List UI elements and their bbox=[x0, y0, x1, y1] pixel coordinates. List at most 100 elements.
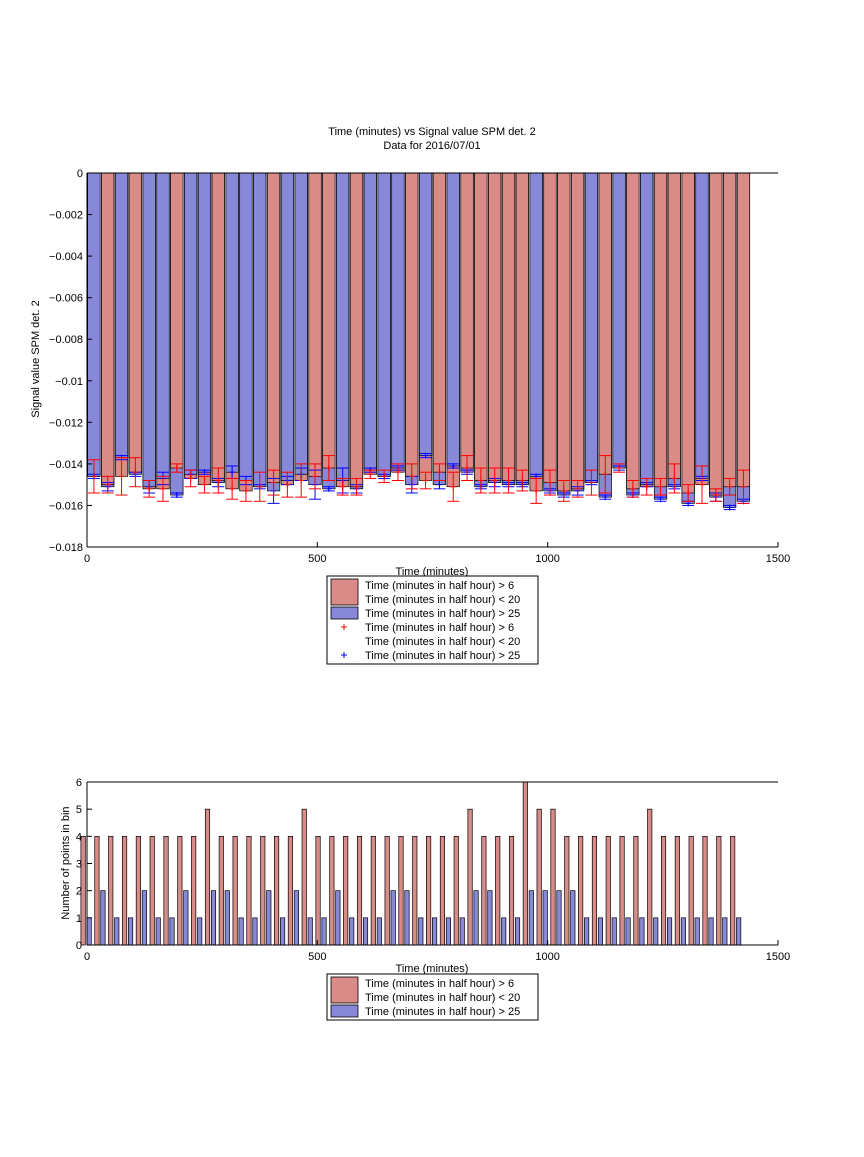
top-errorbar-red bbox=[516, 469, 529, 492]
top-bar-red bbox=[432, 172, 447, 473]
bottom-bar-blue bbox=[238, 917, 244, 946]
top-errorbar-blue bbox=[723, 504, 736, 511]
top-chart-subtitle: Data for 2016/07/01 bbox=[383, 140, 480, 152]
bottom-bar-blue bbox=[528, 890, 534, 946]
top-errorbar-red bbox=[198, 475, 211, 494]
bottom-bar-red bbox=[633, 835, 639, 946]
top-errorbar-red bbox=[101, 475, 114, 494]
top-errorbar-red bbox=[668, 463, 681, 494]
top-bar-red bbox=[598, 172, 612, 475]
top-legend-swatch bbox=[330, 578, 359, 606]
top-bar-blue bbox=[336, 172, 350, 481]
top-errorbar-red bbox=[737, 469, 750, 504]
top-bar-red bbox=[488, 172, 502, 481]
top-errorbar-red bbox=[322, 455, 335, 482]
bottom-y-tick-label: 0 bbox=[76, 940, 82, 952]
top-errorbar-red bbox=[557, 480, 570, 502]
top-x-tick-label: 1500 bbox=[766, 553, 790, 565]
top-legend-swatch bbox=[330, 606, 359, 620]
top-errorbar-red bbox=[640, 477, 653, 496]
top-bar-red bbox=[653, 172, 668, 488]
top-errorbar-red bbox=[157, 475, 170, 502]
top-y-tick-label: −0.008 bbox=[49, 334, 83, 346]
bottom-bar-red bbox=[384, 835, 390, 946]
top-bar-blue bbox=[446, 172, 460, 467]
top-bar-red bbox=[349, 172, 364, 488]
bottom-bar-blue bbox=[445, 917, 451, 946]
top-legend-label: Time (minutes in half hour) > 25 bbox=[365, 608, 520, 620]
top-errorbar-red bbox=[143, 480, 156, 498]
bottom-legend-label: Time (minutes in half hour) > 6 bbox=[365, 978, 514, 990]
bottom-bar-red bbox=[177, 835, 183, 946]
top-bar-blue bbox=[114, 172, 129, 459]
bottom-bar-blue bbox=[473, 890, 479, 946]
top-errorbar-red bbox=[585, 469, 598, 496]
top-errorbar-red bbox=[599, 455, 612, 494]
top-errorbar-red bbox=[530, 477, 543, 504]
top-bar-red bbox=[667, 172, 681, 479]
bottom-y-tick-label: 4 bbox=[76, 831, 82, 843]
bottom-bar-red bbox=[439, 835, 445, 946]
bottom-bar-red bbox=[716, 835, 722, 946]
bottom-bar-blue bbox=[556, 890, 562, 946]
bottom-bar-red bbox=[343, 835, 349, 946]
top-errorbar-blue bbox=[447, 462, 460, 469]
bottom-bar-red bbox=[370, 835, 376, 946]
top-bar-red bbox=[626, 172, 640, 490]
top-bar-blue bbox=[695, 172, 709, 479]
top-errorbar-red bbox=[350, 477, 363, 496]
top-errorbar-red bbox=[502, 467, 515, 494]
bottom-bar-blue bbox=[404, 890, 410, 946]
bottom-legend-label: Time (minutes in half hour) < 20 bbox=[365, 992, 520, 1004]
top-errorbar-red bbox=[613, 463, 626, 473]
top-errorbar-red bbox=[695, 465, 708, 504]
top-errorbar-red bbox=[253, 471, 266, 502]
bottom-x-tick-label: 1000 bbox=[535, 951, 559, 963]
top-y-tick-label: −0.018 bbox=[49, 542, 83, 554]
bottom-bar-red bbox=[467, 808, 473, 946]
top-errorbar-red bbox=[626, 480, 639, 498]
bottom-bar-red bbox=[619, 835, 625, 946]
bottom-bar-red bbox=[647, 808, 653, 946]
bottom-bar-blue bbox=[128, 917, 134, 946]
bottom-bar-red bbox=[481, 835, 487, 946]
bottom-bar-red bbox=[660, 835, 667, 946]
bottom-chart: 0 1 2 3 4 5 6 0 500 1000 1500 Time (minutes in half… bbox=[76, 777, 790, 1021]
top-legend-label: Time (minutes in half hour) < 20 bbox=[365, 594, 520, 606]
bottom-bar-blue bbox=[625, 917, 631, 946]
bottom-bar-blue bbox=[155, 917, 161, 946]
top-bar-blue bbox=[377, 172, 391, 477]
top-bar-blue bbox=[529, 172, 543, 477]
top-bar-red bbox=[681, 172, 695, 494]
top-errorbar-blue bbox=[170, 492, 183, 499]
top-errorbar-red bbox=[87, 459, 100, 494]
bottom-bar-blue bbox=[653, 917, 659, 946]
top-errorbar-red bbox=[267, 469, 280, 496]
bottom-bar-red bbox=[412, 835, 418, 946]
top-errorbar-red bbox=[654, 477, 667, 496]
bottom-bar-red bbox=[688, 835, 694, 946]
top-bar-red bbox=[557, 172, 571, 492]
top-bar-red bbox=[101, 172, 115, 486]
top-errorbar-red bbox=[488, 467, 501, 494]
top-bar-blue bbox=[156, 172, 170, 479]
bottom-bar-blue bbox=[694, 917, 700, 946]
top-errorbar-red bbox=[419, 471, 432, 490]
top-legend-label: Time (minutes in half hour) > 25 bbox=[365, 650, 520, 662]
top-x-tick-label: 500 bbox=[308, 553, 326, 565]
bottom-bar-red bbox=[578, 835, 584, 946]
bottom-bar-red bbox=[80, 835, 86, 946]
top-errorbar-red bbox=[447, 471, 460, 502]
top-errorbar-red bbox=[391, 463, 404, 482]
top-errorbar-red bbox=[364, 469, 377, 479]
top-errorbar-red bbox=[212, 467, 225, 494]
top-errorbar-red bbox=[571, 480, 584, 498]
bottom-y-tick-label: 1 bbox=[76, 913, 82, 925]
top-errorbar-red bbox=[239, 480, 252, 502]
bottom-bar-red bbox=[702, 835, 708, 946]
top-x-tick-label: 0 bbox=[84, 553, 90, 565]
top-bar-blue bbox=[280, 172, 294, 481]
top-errorbar-red bbox=[709, 488, 722, 502]
top-legend-label: Time (minutes in half hour) < 20 bbox=[365, 636, 520, 648]
